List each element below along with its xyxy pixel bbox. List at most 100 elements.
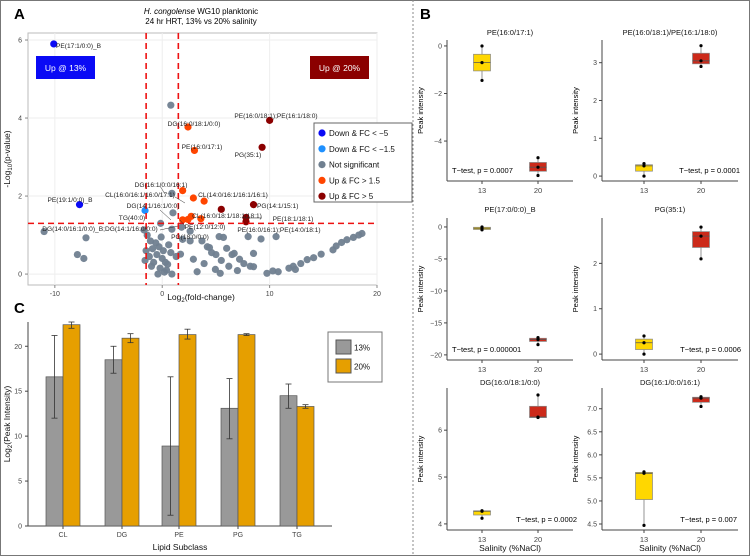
bar-20%-PE: [178, 334, 197, 527]
data-point: [536, 415, 540, 419]
data-point: [536, 393, 540, 397]
point-ns: [297, 259, 305, 268]
y-tick-label: −2: [434, 91, 442, 98]
y-tick-label: 10: [14, 434, 22, 441]
point-ns: [82, 234, 90, 242]
box-ylabel: Peak intensity: [571, 87, 580, 134]
x-tick-label: 13: [640, 535, 648, 544]
point-ns: [165, 241, 173, 249]
y-tick-label: 0: [18, 272, 22, 279]
bar-20%-PG: [237, 334, 256, 527]
x-tick-label: -10: [50, 291, 60, 298]
point-ns: [186, 237, 194, 245]
p-value-text: T−test, p = 0.0002: [516, 515, 577, 524]
box-xlabel-left: Salinity (%NaCl): [479, 543, 541, 553]
panel-label-a: A: [14, 6, 25, 23]
data-point: [642, 352, 646, 356]
y-tick-label: 7.0: [587, 406, 597, 413]
point-ns: [225, 262, 233, 270]
x-tick-label: 20: [697, 535, 705, 544]
y-tick-label: 5.5: [587, 475, 597, 482]
point-ns: [228, 250, 236, 259]
point-label: PE(16:0/16:1);PE(14:0/18:1): [237, 227, 320, 234]
point-ns: [179, 235, 187, 243]
point-ns: [198, 237, 206, 245]
data-point: [536, 173, 540, 178]
point-label: PE(19:1/0:0)_B: [47, 197, 93, 204]
legend-swatch-ns: [318, 161, 326, 169]
box-20: [692, 231, 710, 248]
y-tick-label: 0: [593, 174, 597, 181]
box-panel-title: DG(16:0/18:1/0:0): [480, 378, 541, 387]
box-panel-title: PE(16:0/18:1)/PE(16:1/18:0): [623, 28, 718, 37]
y-tick-label: 0: [438, 224, 442, 231]
point-ns: [257, 235, 265, 243]
legend-label: 13%: [354, 344, 370, 353]
point-ns: [159, 247, 167, 255]
y-tick-label: 6.0: [587, 452, 597, 459]
point-ns: [157, 233, 165, 241]
point-ns: [193, 268, 201, 276]
box-panel-title: PG(35:1): [655, 205, 686, 214]
panel-label-c: C: [14, 300, 25, 317]
legend-swatch-up15: [318, 176, 326, 184]
data-point: [642, 523, 646, 527]
box-panel-title: PE(17:0/0:0)_B: [484, 205, 535, 214]
point-ns: [186, 227, 194, 235]
point-up5: [217, 205, 225, 213]
y-tick-label: 4: [18, 116, 22, 123]
data-point: [642, 470, 646, 474]
legend-swatch-up5: [318, 192, 326, 200]
data-point: [480, 60, 484, 65]
label-connector: [159, 225, 179, 231]
point-label: DG(16:0/18:1/0:0): [168, 121, 221, 128]
point-up15: [200, 197, 208, 205]
y-tick-label: 0: [438, 43, 442, 50]
point-up5: [266, 116, 274, 124]
point-ns: [200, 259, 208, 268]
point-up5: [242, 218, 250, 226]
y-tick-label: −10: [430, 288, 442, 295]
p-value-text: T−test, p = 0.0001: [679, 166, 740, 175]
label-connector: [179, 219, 186, 227]
point-ns: [160, 268, 168, 276]
point-ns: [349, 233, 357, 242]
point-label: PE(16:0/18:1);PE(16:1/18:0): [234, 113, 317, 120]
point-up15: [179, 216, 187, 224]
point-ns: [177, 223, 186, 231]
point-ns: [167, 249, 175, 257]
x-tick-label: PE: [174, 532, 184, 539]
box-panel: PE(16:0/18:1)/PE(16:1/18:0) Peak intensit…: [571, 28, 740, 195]
point-ns: [269, 267, 277, 275]
box-panel: PE(17:0/0:0)_B Peak intensity 0 −5 −10 −15 −20…: [416, 205, 573, 374]
x-tick-label: 13: [478, 186, 486, 195]
point-ns: [211, 265, 219, 273]
point-ns: [235, 255, 244, 263]
point-ns: [343, 236, 351, 244]
data-point: [480, 509, 484, 513]
legend-label: 20%: [354, 363, 370, 372]
box-ylabel: Peak intensity: [416, 435, 425, 482]
box-xlabel-right: Salinity (%NaCl): [639, 543, 701, 553]
data-point: [699, 234, 703, 238]
point-label: PE(12:0/12:0): [185, 224, 226, 231]
point-up15: [187, 212, 195, 220]
bar-chart: 0 5 10 15 20 CL DG PE PG TG 13% 20%: [14, 321, 383, 539]
bar-xlabel: Lipid Subclass: [153, 542, 208, 552]
point-up5: [258, 143, 266, 151]
point-label: PE(18:1/18:1): [273, 216, 314, 223]
legend-swatch-down5: [318, 129, 326, 137]
y-tick-label: 15: [14, 389, 22, 396]
data-point: [699, 225, 703, 229]
point-label: DG(14:1/16:1/0:0): [127, 203, 180, 210]
legend-label: Down & FC < −1.5: [329, 145, 395, 154]
point-label: PG(14:1/15:1): [257, 203, 298, 210]
point-ns: [317, 250, 325, 258]
legend-swatch: [335, 358, 352, 374]
data-point: [642, 162, 646, 166]
point-down5: [50, 40, 58, 48]
data-point: [536, 156, 540, 160]
y-tick-label: 20: [14, 344, 22, 351]
